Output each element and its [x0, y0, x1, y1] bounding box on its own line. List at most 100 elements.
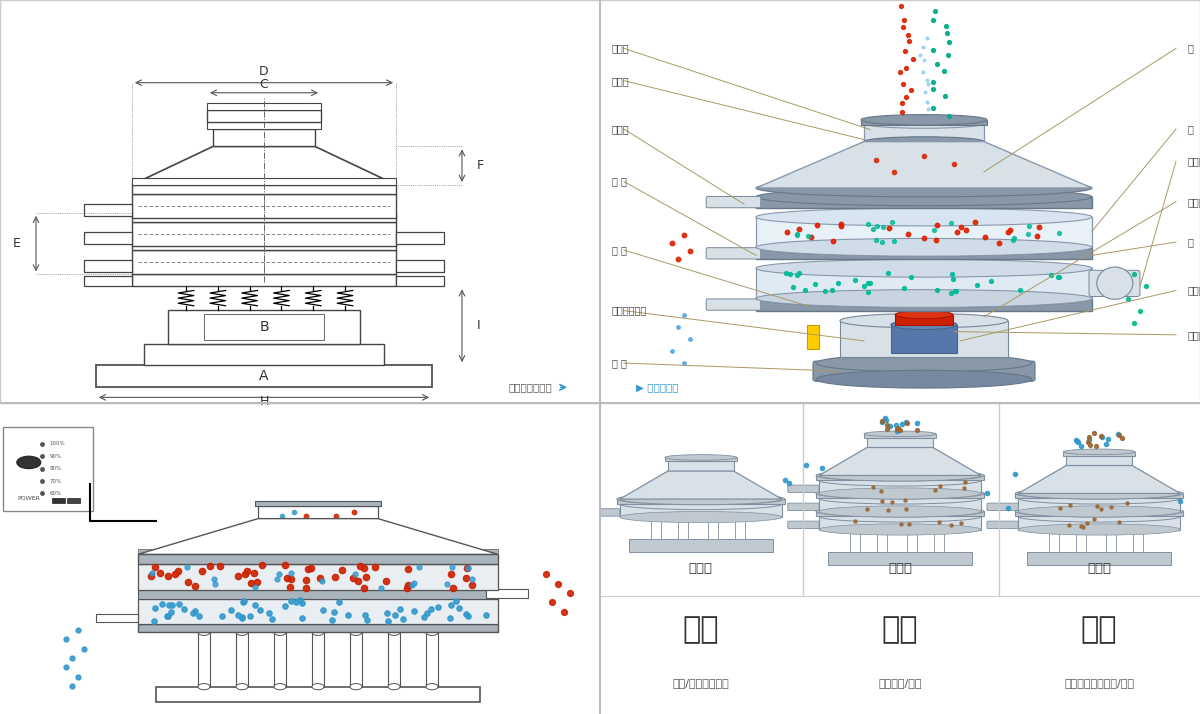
Ellipse shape — [895, 311, 953, 318]
Ellipse shape — [667, 468, 734, 474]
FancyBboxPatch shape — [132, 178, 396, 185]
FancyBboxPatch shape — [866, 438, 934, 448]
Ellipse shape — [864, 431, 936, 437]
FancyBboxPatch shape — [132, 193, 396, 218]
Text: 出料口: 出料口 — [612, 124, 630, 134]
FancyBboxPatch shape — [206, 122, 320, 129]
Text: 加重块: 加重块 — [1188, 156, 1200, 166]
FancyBboxPatch shape — [312, 633, 324, 687]
Ellipse shape — [756, 188, 1092, 206]
FancyBboxPatch shape — [828, 552, 972, 565]
Text: ▶ 结构示意图: ▶ 结构示意图 — [636, 382, 678, 392]
Ellipse shape — [619, 511, 782, 523]
FancyBboxPatch shape — [816, 476, 984, 481]
FancyBboxPatch shape — [132, 250, 396, 274]
FancyBboxPatch shape — [706, 299, 761, 310]
FancyBboxPatch shape — [787, 485, 818, 493]
FancyBboxPatch shape — [814, 361, 1034, 381]
Ellipse shape — [864, 137, 984, 146]
FancyBboxPatch shape — [629, 540, 773, 553]
Circle shape — [388, 683, 400, 690]
Circle shape — [236, 683, 248, 690]
FancyBboxPatch shape — [986, 503, 1019, 511]
Text: 90%: 90% — [49, 453, 61, 458]
Text: 振动电机: 振动电机 — [1188, 286, 1200, 296]
Ellipse shape — [816, 371, 1032, 388]
Text: 80%: 80% — [49, 466, 61, 471]
FancyBboxPatch shape — [851, 530, 859, 552]
Text: 防尘盖: 防尘盖 — [612, 76, 630, 86]
FancyBboxPatch shape — [864, 434, 936, 438]
Text: A: A — [259, 369, 269, 383]
FancyBboxPatch shape — [2, 427, 94, 511]
FancyBboxPatch shape — [787, 521, 818, 528]
FancyBboxPatch shape — [236, 633, 248, 687]
Ellipse shape — [619, 493, 782, 505]
Ellipse shape — [617, 493, 785, 505]
FancyBboxPatch shape — [877, 530, 887, 552]
FancyBboxPatch shape — [84, 203, 132, 216]
Text: 进料口: 进料口 — [612, 44, 630, 54]
Text: 机 座: 机 座 — [612, 358, 626, 368]
FancyBboxPatch shape — [258, 506, 378, 518]
FancyBboxPatch shape — [818, 481, 982, 493]
FancyBboxPatch shape — [864, 124, 984, 141]
FancyBboxPatch shape — [132, 274, 396, 286]
Ellipse shape — [890, 320, 958, 330]
FancyBboxPatch shape — [1090, 271, 1140, 296]
FancyBboxPatch shape — [84, 276, 132, 286]
FancyBboxPatch shape — [816, 511, 984, 516]
FancyBboxPatch shape — [1015, 511, 1183, 516]
Text: 60%: 60% — [49, 491, 61, 496]
Ellipse shape — [818, 506, 982, 517]
Ellipse shape — [818, 493, 982, 504]
Ellipse shape — [756, 290, 1092, 308]
FancyBboxPatch shape — [816, 493, 984, 498]
Circle shape — [312, 629, 324, 635]
Ellipse shape — [864, 119, 984, 129]
FancyBboxPatch shape — [589, 508, 619, 516]
Text: 束 环: 束 环 — [612, 176, 626, 186]
FancyBboxPatch shape — [1050, 530, 1060, 552]
FancyBboxPatch shape — [206, 110, 320, 122]
FancyBboxPatch shape — [1106, 530, 1116, 552]
FancyBboxPatch shape — [756, 268, 1092, 298]
FancyBboxPatch shape — [818, 516, 982, 530]
Circle shape — [198, 629, 210, 635]
FancyBboxPatch shape — [650, 517, 661, 540]
Text: 颗粒/粉末准确分级: 颗粒/粉末准确分级 — [672, 678, 730, 688]
FancyBboxPatch shape — [756, 247, 1092, 259]
Text: 弹 簧: 弹 簧 — [612, 245, 626, 255]
Ellipse shape — [1015, 506, 1183, 517]
Text: 三层式: 三层式 — [888, 561, 912, 575]
Ellipse shape — [1067, 463, 1133, 468]
FancyBboxPatch shape — [84, 260, 132, 272]
FancyBboxPatch shape — [138, 623, 498, 633]
Ellipse shape — [756, 290, 1092, 308]
Ellipse shape — [816, 470, 984, 481]
FancyBboxPatch shape — [756, 197, 1092, 208]
Ellipse shape — [619, 498, 782, 510]
Text: 去除液体中的颗粒/异物: 去除液体中的颗粒/异物 — [1064, 678, 1134, 688]
FancyBboxPatch shape — [156, 687, 480, 702]
Polygon shape — [1019, 466, 1180, 493]
FancyBboxPatch shape — [706, 248, 761, 259]
FancyBboxPatch shape — [132, 213, 396, 222]
Ellipse shape — [1019, 511, 1181, 522]
Ellipse shape — [756, 238, 1092, 256]
FancyBboxPatch shape — [808, 325, 818, 349]
FancyBboxPatch shape — [1134, 530, 1142, 552]
FancyBboxPatch shape — [132, 241, 396, 250]
FancyBboxPatch shape — [138, 599, 498, 623]
FancyBboxPatch shape — [53, 498, 65, 503]
Text: 100%: 100% — [49, 441, 65, 446]
FancyBboxPatch shape — [350, 633, 362, 687]
Ellipse shape — [816, 354, 1032, 372]
FancyBboxPatch shape — [486, 589, 528, 598]
Text: H: H — [259, 395, 269, 408]
FancyBboxPatch shape — [617, 499, 785, 504]
Circle shape — [198, 683, 210, 690]
FancyBboxPatch shape — [706, 196, 761, 208]
FancyBboxPatch shape — [396, 232, 444, 244]
FancyBboxPatch shape — [144, 344, 384, 365]
